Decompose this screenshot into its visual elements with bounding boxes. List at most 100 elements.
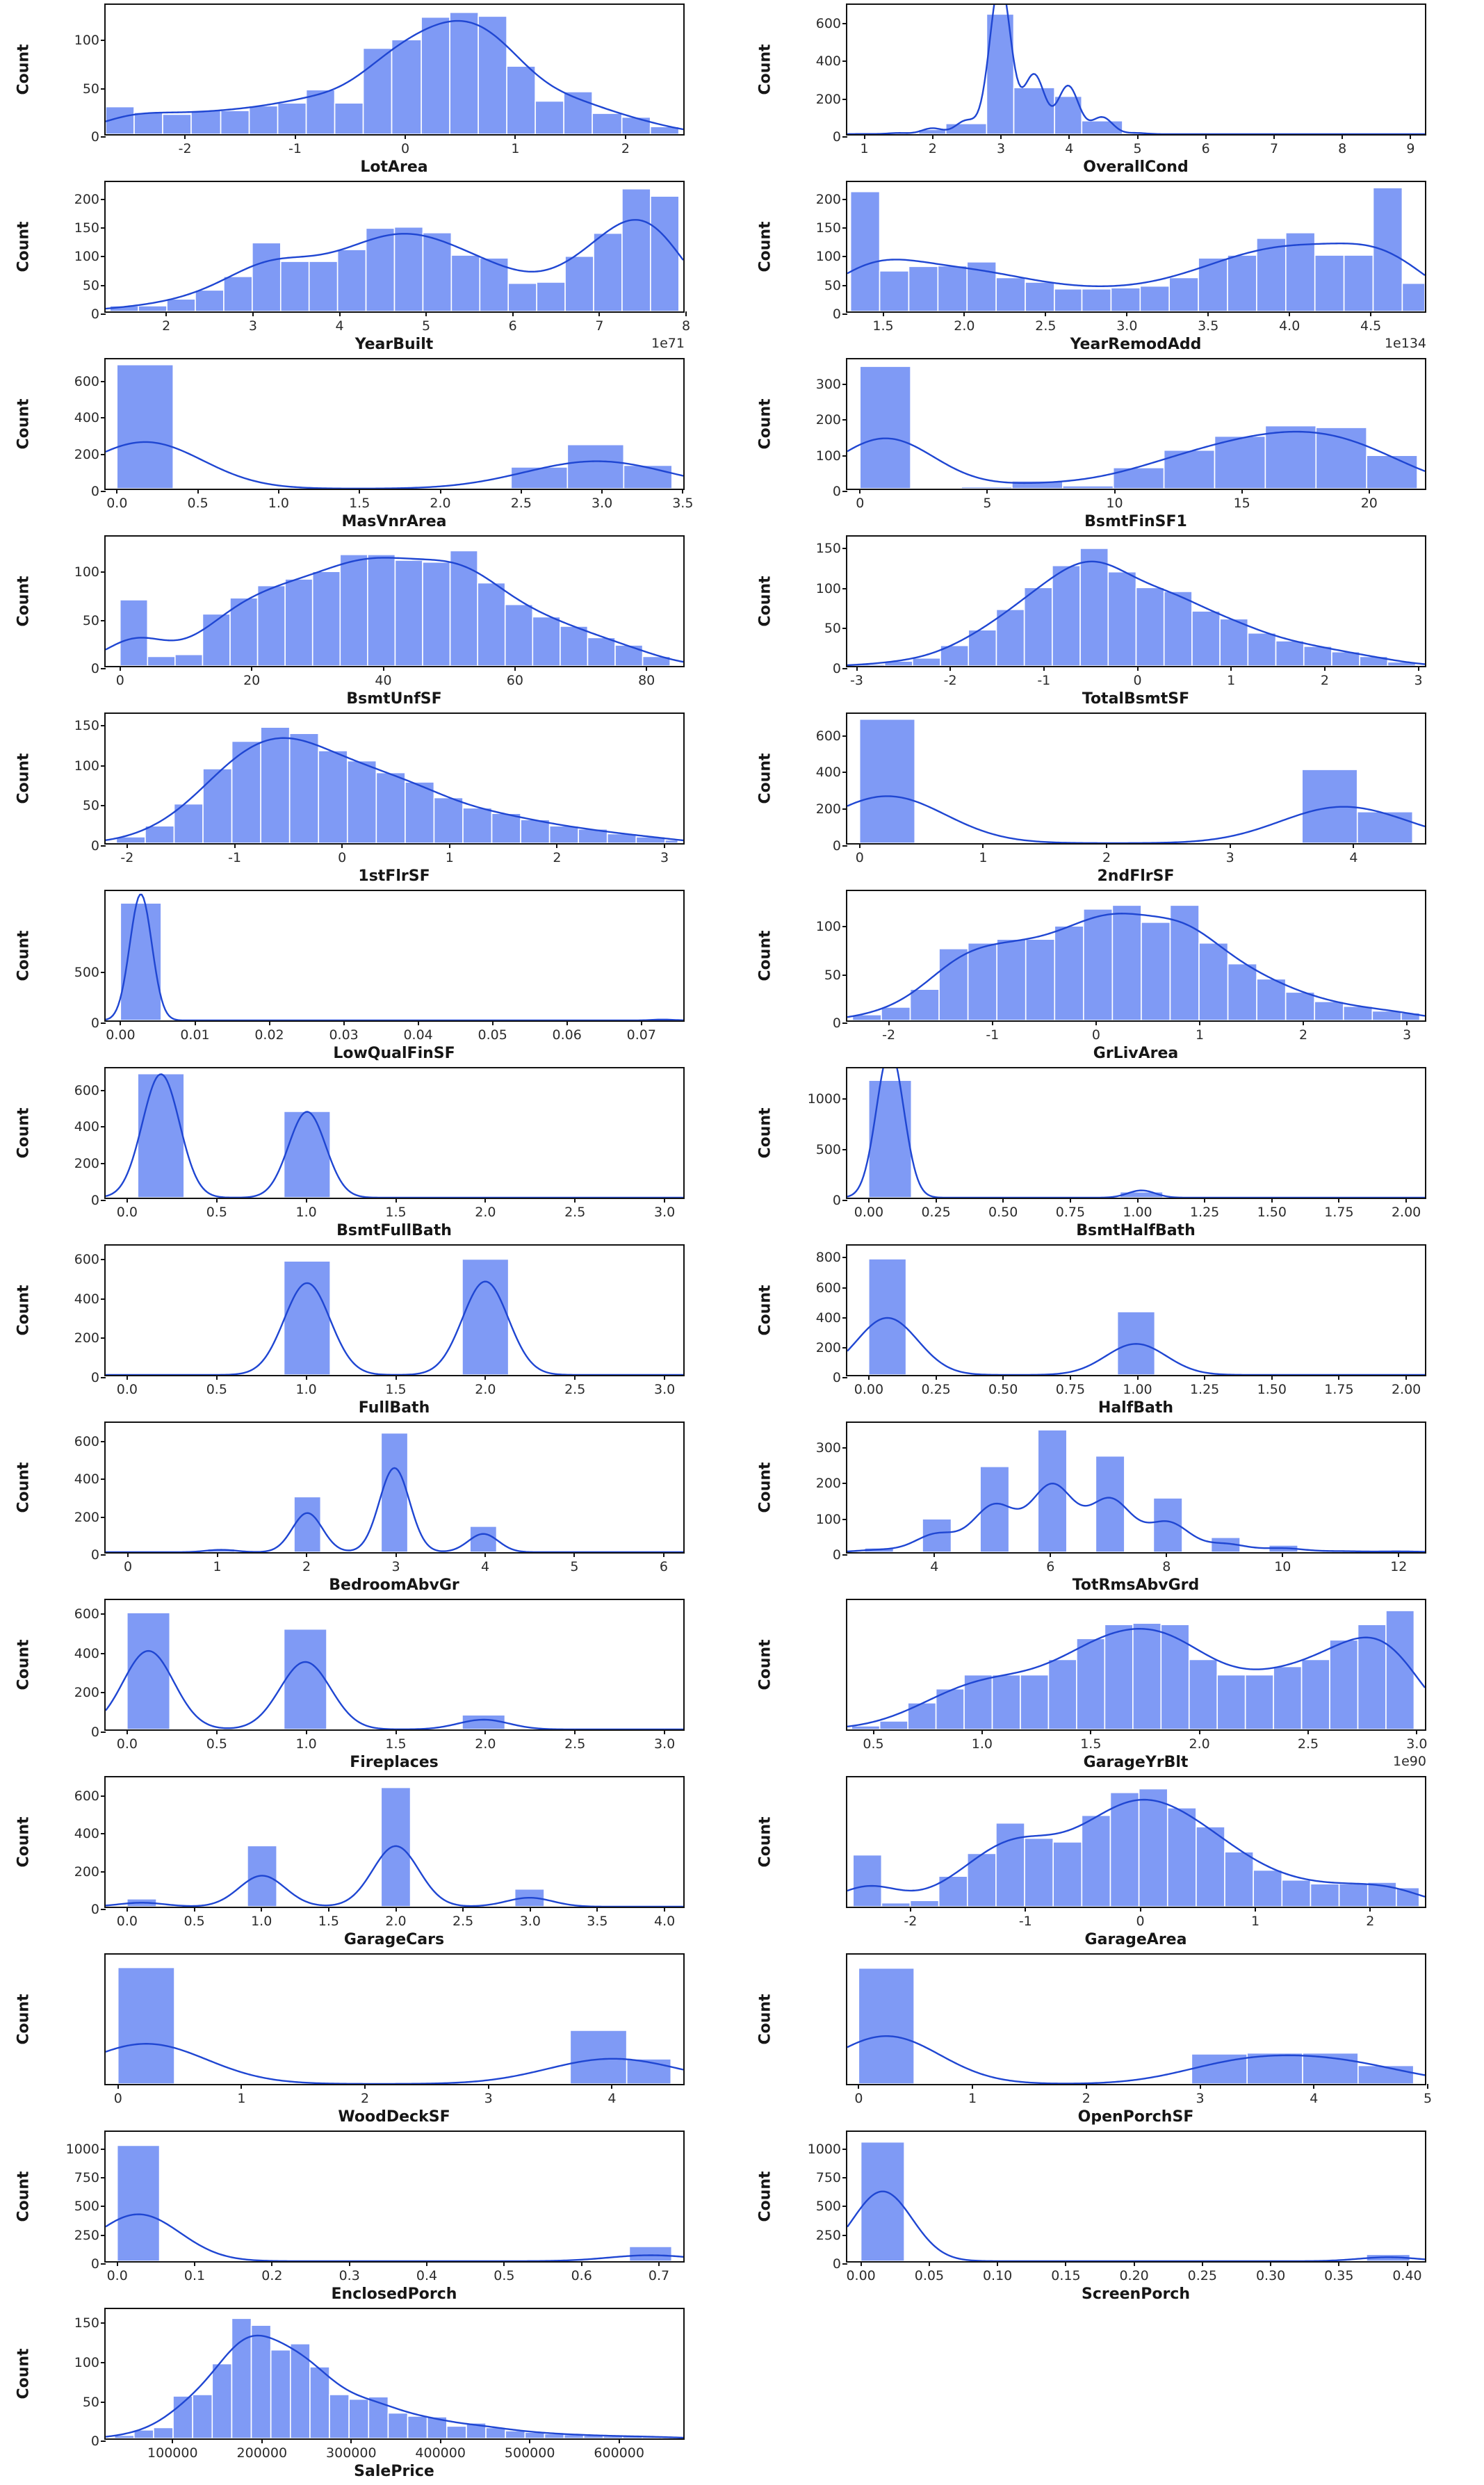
x-tick-mark — [117, 2084, 119, 2089]
x-axis-label: LowQualFinSF — [333, 1045, 455, 1062]
x-tick-mark — [1405, 1198, 1408, 1203]
x-axis-label: GarageArea — [1084, 1931, 1187, 1948]
x-tick-mark — [664, 1375, 666, 1380]
x-tick-label: 100000 — [147, 2445, 198, 2461]
x-tick-mark — [216, 1552, 218, 1557]
y-tick-mark — [842, 1257, 847, 1259]
x-tick-mark — [1271, 1375, 1273, 1380]
y-axis-label: Count — [15, 2348, 33, 2400]
x-tick-label: 0.05 — [914, 2268, 945, 2283]
y-tick-mark — [101, 2441, 106, 2442]
x-tick-mark — [664, 843, 666, 848]
y-tick-mark — [842, 2234, 847, 2236]
x-tick-mark — [119, 666, 121, 671]
x-axis-label: YearBuilt — [354, 336, 434, 353]
y-tick-mark — [101, 2206, 106, 2208]
x-tick-mark — [1205, 134, 1207, 139]
y-tick-mark — [101, 491, 106, 492]
y-tick-label: 0 — [832, 1193, 841, 1208]
x-tick-label: 1.25 — [1189, 1382, 1220, 1397]
x-tick-label: 1.5 — [872, 318, 894, 334]
x-tick-mark — [933, 1552, 936, 1557]
x-tick-label: 2.5 — [564, 1736, 586, 1752]
x-tick-mark — [172, 2438, 174, 2443]
y-tick-label: 50 — [82, 612, 99, 628]
x-tick-mark — [1270, 2261, 1272, 2266]
x-tick-label: 2.5 — [564, 1382, 586, 1397]
x-tick-label: 2.5 — [452, 1914, 474, 1929]
x-tick-mark — [1338, 1198, 1340, 1203]
x-tick-mark — [556, 843, 558, 848]
x-tick-mark — [1065, 2261, 1067, 2266]
x-tick-mark — [1085, 2084, 1087, 2089]
y-axis-label: Count — [15, 576, 33, 627]
y-tick-mark — [842, 548, 847, 550]
y-tick-label: 0 — [90, 661, 99, 676]
y-tick-mark — [842, 1518, 847, 1520]
x-tick-mark — [982, 843, 984, 848]
x-tick-label: 6 — [1201, 141, 1210, 156]
x-tick-label: 6 — [1046, 1559, 1055, 1574]
plot-area: 0 200 400 600 0 1 2 3 4 5 6 — [74, 1421, 685, 1574]
x-tick-mark — [1068, 134, 1070, 139]
x-tick-mark — [1229, 843, 1231, 848]
y-tick-label: 400 — [74, 1826, 99, 1842]
x-tick-label: 0.25 — [921, 1205, 951, 1220]
y-tick-label: 200 — [815, 412, 841, 428]
x-tick-label: 2.00 — [1391, 1205, 1421, 1220]
x-tick-label: 5 — [422, 318, 431, 334]
x-tick-mark — [598, 311, 601, 316]
x-tick-mark — [574, 1375, 576, 1380]
x-tick-mark — [529, 2438, 531, 2443]
x-axis-label: GrLivArea — [1093, 1045, 1179, 1062]
plot-area: 0 50 100 150 100000 200000 300000 400000 500000 6… — [74, 2308, 685, 2461]
y-tick-mark — [101, 88, 106, 90]
x-tick-mark — [215, 1375, 218, 1380]
x-tick-mark — [261, 2438, 263, 2443]
x-tick-mark — [986, 489, 988, 494]
y-axis-label: Count — [756, 221, 774, 272]
x-tick-mark — [126, 1907, 128, 1912]
x-tick-mark — [1198, 1729, 1200, 1734]
y-tick-mark — [101, 380, 106, 382]
y-tick-mark — [101, 2361, 106, 2363]
y-tick-mark — [842, 845, 847, 847]
x-axis-label: OpenPorchSF — [1077, 2108, 1194, 2126]
y-tick-mark — [101, 2148, 106, 2150]
x-tick-label: 0.75 — [1055, 1205, 1086, 1220]
y-tick-label: 200 — [815, 801, 841, 817]
plot-area: 0 200 400 600 0.0 0.5 1.0 1.5 2.0 2.5 3.0 — [74, 1244, 685, 1397]
x-tick-label: 1.0 — [268, 496, 289, 511]
x-tick-mark — [928, 2261, 930, 2266]
y-tick-mark — [842, 808, 847, 810]
x-tick-mark — [1204, 1375, 1206, 1380]
x-tick-label: 2.5 — [510, 496, 532, 511]
histogram-panel-OverallCond: Count 0 200 400 600 1 2 3 4 5 6 7 8 9 OverallCond — [742, 0, 1444, 176]
x-axis-label: WoodDeckSF — [338, 2108, 450, 2126]
x-tick-mark — [305, 1198, 307, 1203]
y-tick-label: 0 — [832, 838, 841, 854]
x-tick-label: 1.50 — [1257, 1205, 1287, 1220]
x-tick-mark — [382, 666, 384, 671]
y-tick-label: 50 — [824, 277, 841, 293]
x-tick-mark — [1255, 1907, 1256, 1912]
y-tick-label: 1000 — [807, 1091, 841, 1107]
x-tick-mark — [1201, 2261, 1203, 2266]
x-tick-label: 1 — [213, 1559, 222, 1574]
y-tick-label: 100 — [74, 564, 99, 580]
x-tick-mark — [1166, 1552, 1168, 1557]
y-tick-mark — [842, 772, 847, 774]
y-tick-label: 0 — [90, 307, 99, 322]
x-axis-label: GarageYrBlt — [1083, 1754, 1189, 1771]
x-tick-label: 0.0 — [116, 1382, 138, 1397]
y-tick-mark — [842, 419, 847, 421]
y-tick-label: 1000 — [65, 2141, 99, 2157]
x-tick-mark — [859, 489, 861, 494]
y-tick-mark — [842, 284, 847, 286]
x-tick-label: 2 — [1299, 1027, 1308, 1043]
x-tick-label: -1 — [986, 1027, 1000, 1043]
x-tick-mark — [1416, 1729, 1418, 1734]
x-tick-mark — [662, 1552, 664, 1557]
x-tick-label: 300000 — [326, 2445, 377, 2461]
x-tick-mark — [1069, 1198, 1071, 1203]
